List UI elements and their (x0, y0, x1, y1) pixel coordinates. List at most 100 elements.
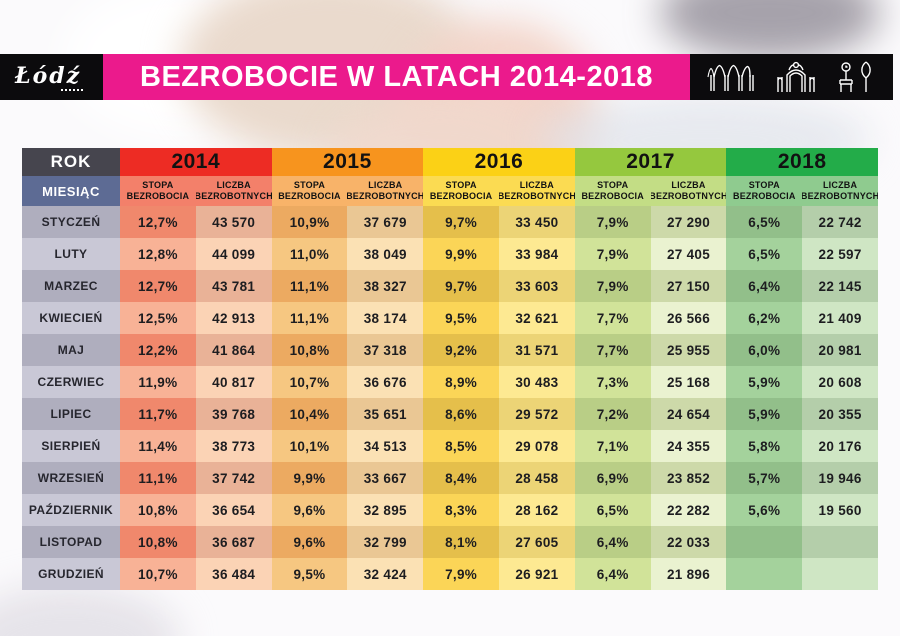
rate-cell-2015: 9,6% (271, 494, 348, 526)
page-title-banner: BEZROBOCIE W LATACH 2014-2018 (103, 54, 690, 100)
rok-corner-label: ROK (22, 148, 120, 176)
count-cell-2015: 32 895 (347, 494, 424, 526)
count-cell-2017: 27 150 (650, 270, 727, 302)
subheader-count: LICZBA BEZROBOTNYCH (650, 176, 727, 206)
rate-cell-2017: 7,1% (574, 430, 651, 462)
year-header-2018: 2018 (726, 148, 878, 176)
count-cell-2014: 39 768 (195, 398, 272, 430)
rate-cell-2017: 7,7% (574, 302, 651, 334)
rate-cell-2016: 8,1% (423, 526, 499, 558)
count-cell-2014: 43 570 (195, 206, 272, 238)
rate-cell-2015: 10,8% (271, 334, 348, 366)
count-cell-2014: 44 099 (195, 238, 272, 270)
rate-cell-2016: 9,7% (423, 270, 499, 302)
subheader-rate: STOPA BEZROBOCIA (423, 176, 499, 206)
background-blur (0, 585, 180, 636)
month-label: MAJ (22, 334, 120, 366)
subheader-rate: STOPA BEZROBOCIA (726, 176, 803, 206)
rate-cell-2018: 5,9% (726, 398, 803, 430)
rate-cell-2016: 9,2% (423, 334, 499, 366)
background-blur (660, 0, 880, 60)
rate-cell-2017: 7,9% (574, 206, 651, 238)
rate-cell-2017: 6,5% (574, 494, 651, 526)
month-label: GRUDZIEŃ (22, 558, 120, 590)
subheader-count: LICZBA BEZROBOTNYCH (347, 176, 424, 206)
subheader-rate: STOPA BEZROBOCIA (120, 176, 196, 206)
count-cell-2015: 32 799 (347, 526, 424, 558)
rate-cell-2015: 11,1% (271, 302, 348, 334)
month-label: KWIECIEŃ (22, 302, 120, 334)
park-clock-bench-tree-icon (839, 61, 872, 92)
count-cell-2015: 33 667 (347, 462, 424, 494)
count-cell-2018: 20 355 (802, 398, 878, 430)
month-label: LISTOPAD (22, 526, 120, 558)
count-cell-2015: 34 513 (347, 430, 424, 462)
rate-cell-2018: 6,0% (726, 334, 803, 366)
count-cell-2015: 38 049 (347, 238, 424, 270)
rate-cell-2015: 9,5% (271, 558, 348, 590)
rate-cell-2015: 10,4% (271, 398, 348, 430)
count-cell-2014: 43 781 (195, 270, 272, 302)
count-cell-2017: 24 654 (650, 398, 727, 430)
count-cell-2018: 19 946 (802, 462, 878, 494)
rate-cell-2017: 6,9% (574, 462, 651, 494)
rate-cell-2014: 11,9% (120, 366, 196, 398)
rate-cell-2017: 6,4% (574, 558, 651, 590)
count-cell-2017: 22 033 (650, 526, 727, 558)
logo-text: Łódź (14, 63, 81, 89)
rate-cell-2018: 6,5% (726, 206, 803, 238)
count-cell-2015: 38 174 (347, 302, 424, 334)
rate-cell-2014: 11,1% (120, 462, 196, 494)
count-cell-2018: 22 145 (802, 270, 878, 302)
month-column-header: MIESIĄC (22, 176, 120, 206)
rate-cell-2018 (726, 558, 803, 590)
rate-cell-2015: 10,7% (271, 366, 348, 398)
subheader-count: LICZBA BEZROBOTNYCH (499, 176, 575, 206)
rate-cell-2014: 12,8% (120, 238, 196, 270)
month-label: CZERWIEC (22, 366, 120, 398)
count-cell-2018: 20 608 (802, 366, 878, 398)
count-cell-2018: 20 981 (802, 334, 878, 366)
count-cell-2018 (802, 558, 878, 590)
rate-cell-2017: 6,4% (574, 526, 651, 558)
month-label: STYCZEŃ (22, 206, 120, 238)
rate-cell-2014: 12,7% (120, 206, 196, 238)
count-cell-2018: 20 176 (802, 430, 878, 462)
month-label: MARZEC (22, 270, 120, 302)
lodz-city-logo-icon: Łódź (14, 63, 83, 91)
rate-cell-2018: 5,8% (726, 430, 803, 462)
count-cell-2018: 19 560 (802, 494, 878, 526)
count-cell-2016: 27 605 (499, 526, 575, 558)
rate-cell-2014: 12,7% (120, 270, 196, 302)
count-cell-2014: 36 654 (195, 494, 272, 526)
rate-cell-2016: 9,7% (423, 206, 499, 238)
month-label: LIPIEC (22, 398, 120, 430)
count-cell-2018 (802, 526, 878, 558)
rate-cell-2014: 11,4% (120, 430, 196, 462)
count-cell-2014: 37 742 (195, 462, 272, 494)
rate-cell-2015: 9,6% (271, 526, 348, 558)
rate-cell-2018: 5,6% (726, 494, 803, 526)
count-cell-2016: 32 621 (499, 302, 575, 334)
count-cell-2017: 27 290 (650, 206, 727, 238)
count-cell-2017: 24 355 (650, 430, 727, 462)
rate-cell-2017: 7,9% (574, 270, 651, 302)
count-cell-2017: 21 896 (650, 558, 727, 590)
count-cell-2017: 23 852 (650, 462, 727, 494)
year-header-2014: 2014 (120, 148, 272, 176)
month-label: SIERPIEŃ (22, 430, 120, 462)
count-cell-2016: 31 571 (499, 334, 575, 366)
rate-cell-2014: 11,7% (120, 398, 196, 430)
rate-cell-2017: 7,3% (574, 366, 651, 398)
rate-cell-2014: 12,2% (120, 334, 196, 366)
count-cell-2017: 27 405 (650, 238, 727, 270)
count-cell-2014: 41 864 (195, 334, 272, 366)
rate-cell-2016: 8,3% (423, 494, 499, 526)
count-cell-2016: 28 162 (499, 494, 575, 526)
rate-cell-2015: 11,0% (271, 238, 348, 270)
rate-cell-2017: 7,9% (574, 238, 651, 270)
rate-cell-2018: 5,7% (726, 462, 803, 494)
count-cell-2018: 22 597 (802, 238, 878, 270)
count-cell-2014: 36 484 (195, 558, 272, 590)
